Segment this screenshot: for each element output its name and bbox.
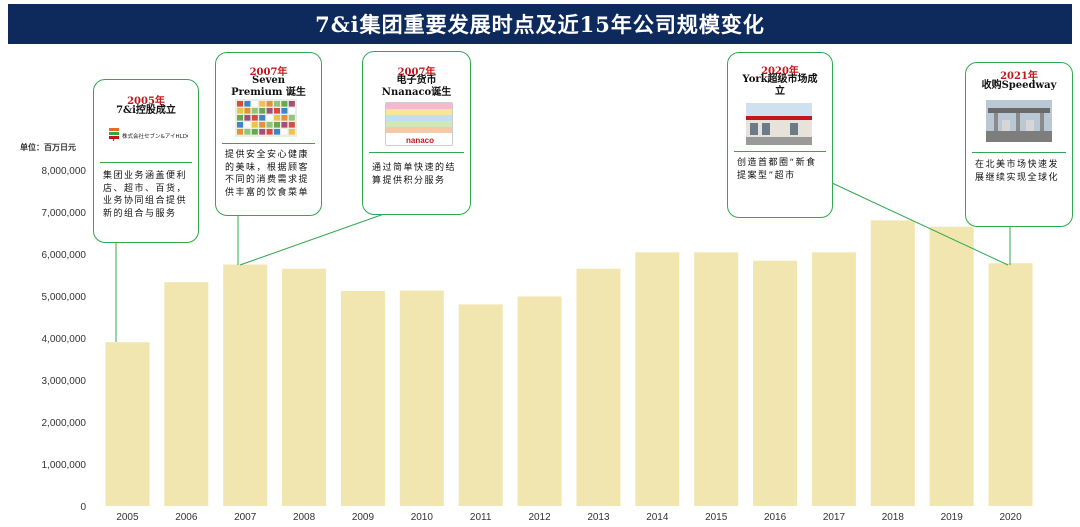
callout-description: 提供安全安心健康的美味，根据顾客不同的消费需求提供丰富的饮食菜单 [225,150,310,198]
y-tick-label: 7,000,000 [42,208,87,219]
callout-2007-nanaco: 2007年 电子货币 Nnanaco诞生 nanaco 通过简单快速的结算提供积… [362,51,471,215]
y-tick-label: 8,000,000 [42,166,87,177]
seven-eleven-logo-icon: 7 株式会社セブン&アイHLDGS. [109,128,188,143]
x-tick-label: 2005 [116,512,139,523]
x-tick-label: 2016 [764,512,787,523]
bar-2014 [635,252,680,506]
bar-2019 [929,226,974,506]
x-tick-label: 2013 [587,512,610,523]
bar-2010 [399,290,444,506]
callout-year: 2021年 [1000,71,1038,82]
callout-divider [972,152,1066,153]
y-tick-label: 3,000,000 [42,376,87,387]
callout-description: 在北美市场快速发展继续实现全球化 [975,160,1060,183]
callout-heading: 7&i控股成立 [116,105,176,116]
bar-2008 [282,268,327,506]
callout-heading: 收购Speedway [981,80,1057,91]
bars [105,220,1033,506]
x-tick-label: 2020 [999,512,1022,523]
bar-2009 [340,290,385,506]
callout-divider [369,152,464,153]
callout-divider [734,151,826,152]
bar-2020 [988,263,1033,506]
y-tick-label: 1,000,000 [42,460,87,471]
callout-divider [100,162,192,163]
callout-year: 2007年 [249,67,288,78]
bar-2012 [517,296,562,506]
x-tick-label: 2019 [941,512,964,523]
y-tick-label: 6,000,000 [42,250,87,261]
bar-2006 [164,282,209,506]
x-tick-label: 2015 [705,512,728,523]
nanaco-card-icon: nanaco [386,103,452,145]
x-tick-label: 2006 [175,512,198,523]
x-tick-label: 2012 [528,512,551,523]
x-tick-label: 2008 [293,512,316,523]
unit-label: 单位：百万日元 [20,142,76,152]
chart-title: 7&i集团重要发展时点及近15年公司规模变化 [8,4,1072,44]
y-tick-label: 4,000,000 [42,334,87,345]
y-tick-label: 5,000,000 [42,292,87,303]
callout-year: 2020年 [761,66,799,77]
x-tick-label: 2011 [470,512,492,523]
callout-year: 2007年 [397,67,436,78]
gas-station-icon [986,100,1052,142]
connector-2020-york [831,182,1009,266]
bar-2016 [753,260,798,506]
x-tick-label: 2018 [882,512,905,523]
svg-text:7: 7 [112,136,116,143]
holdings-logo: 7 株式会社セブン&アイHLDGS. [108,127,188,143]
callout-2007-seven-premium: 2007年 Seven Premium 诞生 提供安全安心健康的美味，根据顾客不… [215,52,322,216]
store-photo [746,103,812,145]
x-axis: 2005 2006 2007 2008 2009 2010 2011 2012 2013 2014… [116,512,1022,523]
bar-2011 [458,304,503,506]
logo-text: 株式会社セブン&アイHLDGS. [122,132,188,140]
y-tick-label: 0 [80,502,86,513]
callout-divider [222,143,315,144]
callout-2021-speedway: 2021年 收购Speedway 在北美市场快速发展继续实现全球化 [965,62,1073,227]
callout-heading: York超级市场成立 [742,74,818,97]
callout-2020-york: 2020年 York超级市场成立 创造首都圈“新食提案型”超市 [727,52,833,218]
bar-2015 [694,252,739,506]
bar-2013 [576,268,621,506]
y-tick-label: 2,000,000 [42,418,87,429]
callout-2005: 2005年 7&i控股成立 7 株式会社セブン&アイHLDGS. 集团业务涵盖便… [93,79,199,243]
bar-2007 [223,264,268,506]
callout-description: 集团业务涵盖便利店、超市、百货，业务协同组合提供新的组合与服务 [103,171,188,219]
store-building-icon [746,103,812,145]
y-axis: 0 1,000,000 2,000,000 3,000,000 4,000,000 5,0… [42,166,87,513]
callout-heading: 电子货币 Nnanaco诞生 [381,75,452,98]
callout-description: 创造首都圈“新食提案型”超市 [737,158,817,181]
card-text: nanaco [406,136,434,145]
product-photo [235,99,297,137]
callout-heading: Seven Premium 诞生 [231,75,306,98]
bar-2017 [811,252,856,506]
bar-2005 [105,342,150,506]
x-tick-label: 2017 [823,512,846,523]
x-tick-label: 2010 [411,512,434,523]
x-tick-label: 2014 [646,512,669,523]
callout-year: 2005年 [127,96,165,107]
callout-description: 通过简单快速的结算提供积分服务 [372,163,457,186]
product-grid-image-icon [235,99,297,137]
gas-station-photo [986,100,1052,142]
x-tick-label: 2007 [234,512,257,523]
nanaco-card: nanaco [385,102,453,146]
x-tick-label: 2009 [352,512,375,523]
bar-2018 [870,220,915,506]
